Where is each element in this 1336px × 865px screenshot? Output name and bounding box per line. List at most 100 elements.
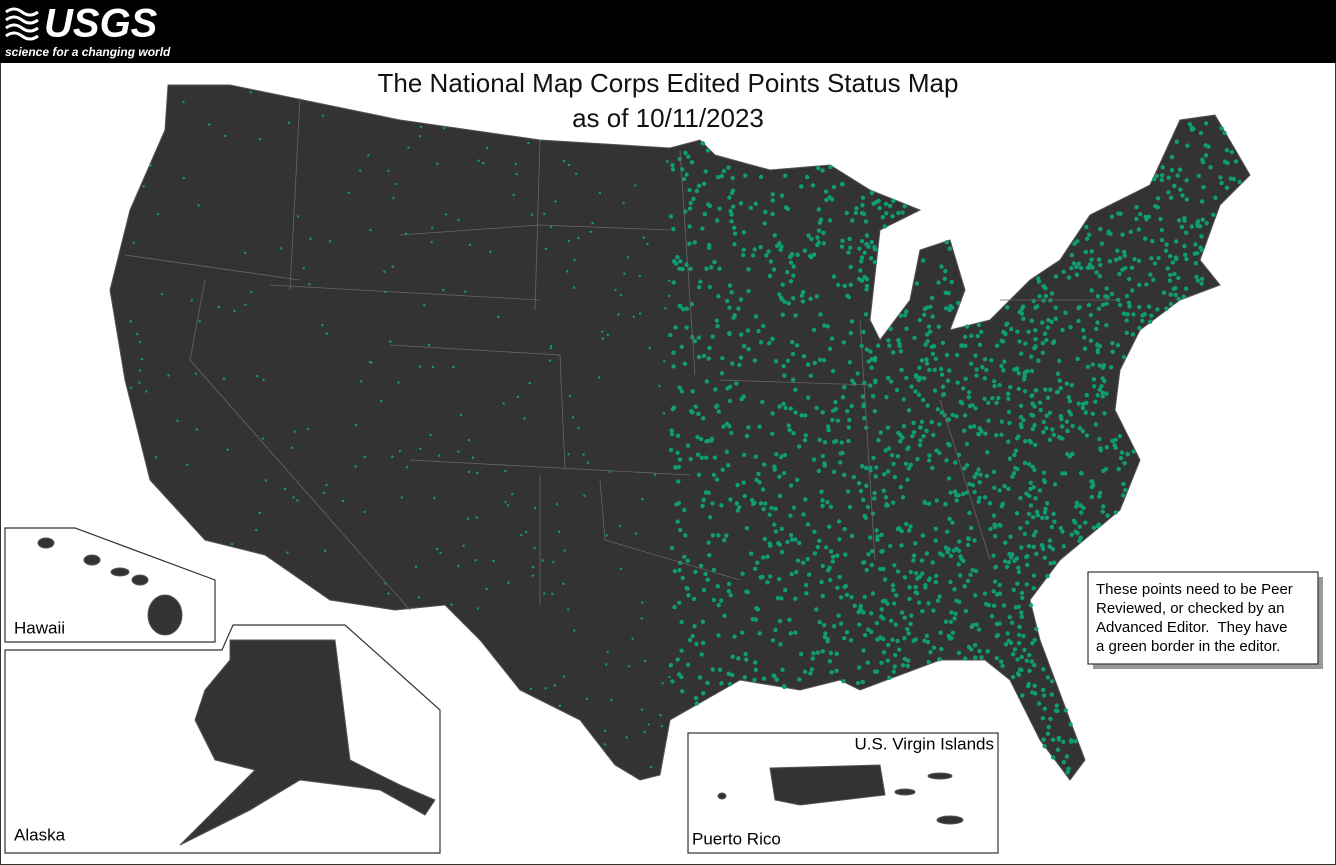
point xyxy=(1028,602,1034,608)
point xyxy=(799,293,805,298)
point xyxy=(687,206,693,211)
point xyxy=(1037,400,1043,406)
point xyxy=(1033,691,1038,696)
point xyxy=(1026,511,1032,517)
point xyxy=(847,417,852,423)
point xyxy=(1093,422,1099,427)
point xyxy=(1098,262,1103,268)
point xyxy=(707,284,713,290)
point xyxy=(788,260,794,265)
point xyxy=(801,353,807,359)
point xyxy=(1015,581,1020,586)
point xyxy=(991,553,996,558)
point xyxy=(859,255,865,260)
point xyxy=(688,456,693,462)
point xyxy=(925,639,931,645)
point xyxy=(1053,274,1059,279)
point xyxy=(942,276,947,281)
point xyxy=(848,638,854,643)
point xyxy=(523,417,526,420)
point xyxy=(529,687,533,691)
point xyxy=(782,588,788,593)
point xyxy=(567,453,570,456)
point xyxy=(672,568,678,574)
point xyxy=(1229,149,1235,155)
point xyxy=(935,407,940,412)
point xyxy=(1011,471,1017,476)
point xyxy=(643,730,646,734)
point xyxy=(296,499,299,502)
point xyxy=(970,483,976,488)
point xyxy=(770,198,776,203)
point xyxy=(1055,747,1061,752)
point xyxy=(418,365,422,368)
point xyxy=(750,253,756,258)
point xyxy=(1071,261,1077,266)
point xyxy=(1069,265,1074,271)
point xyxy=(1052,482,1058,487)
point xyxy=(969,361,974,366)
point xyxy=(954,492,959,498)
point xyxy=(1199,281,1204,286)
point xyxy=(913,389,918,394)
point xyxy=(1077,538,1082,544)
point xyxy=(986,418,991,423)
point xyxy=(492,559,495,563)
point xyxy=(976,431,981,437)
point xyxy=(1050,427,1055,432)
point xyxy=(947,636,953,641)
point xyxy=(1137,211,1143,217)
point xyxy=(1005,305,1010,310)
point xyxy=(949,610,954,615)
point xyxy=(864,233,870,238)
point xyxy=(1172,271,1177,277)
point xyxy=(452,365,455,369)
point xyxy=(1140,313,1145,318)
point xyxy=(822,439,828,445)
point xyxy=(610,698,613,701)
point xyxy=(944,352,950,358)
point xyxy=(670,162,675,168)
point xyxy=(989,358,994,363)
point xyxy=(888,618,894,623)
point xyxy=(1082,346,1088,351)
point xyxy=(142,185,145,188)
point xyxy=(149,164,152,167)
point xyxy=(687,224,692,229)
point xyxy=(984,473,990,479)
point xyxy=(1144,282,1149,287)
point xyxy=(418,134,422,138)
point xyxy=(817,357,823,362)
point xyxy=(803,582,809,588)
point xyxy=(697,675,703,680)
point xyxy=(1085,364,1091,370)
point xyxy=(988,526,993,532)
point xyxy=(732,634,737,639)
point xyxy=(727,283,733,288)
point xyxy=(631,637,634,640)
point xyxy=(1095,320,1100,325)
point xyxy=(606,333,610,336)
point xyxy=(677,457,683,462)
point xyxy=(1177,167,1183,172)
point xyxy=(1051,339,1057,344)
point xyxy=(1064,419,1070,424)
point xyxy=(1016,371,1022,376)
point xyxy=(687,187,692,193)
point xyxy=(1006,486,1011,492)
point xyxy=(806,395,811,400)
point xyxy=(457,450,460,453)
point xyxy=(1075,356,1080,362)
point xyxy=(814,294,820,299)
point xyxy=(677,385,682,390)
point xyxy=(865,660,871,665)
point xyxy=(703,169,708,174)
point xyxy=(1030,464,1035,470)
point xyxy=(787,617,792,623)
point xyxy=(459,413,463,417)
point xyxy=(902,575,908,580)
point xyxy=(391,265,394,268)
point xyxy=(966,536,971,541)
point xyxy=(848,245,853,250)
point xyxy=(585,697,589,701)
